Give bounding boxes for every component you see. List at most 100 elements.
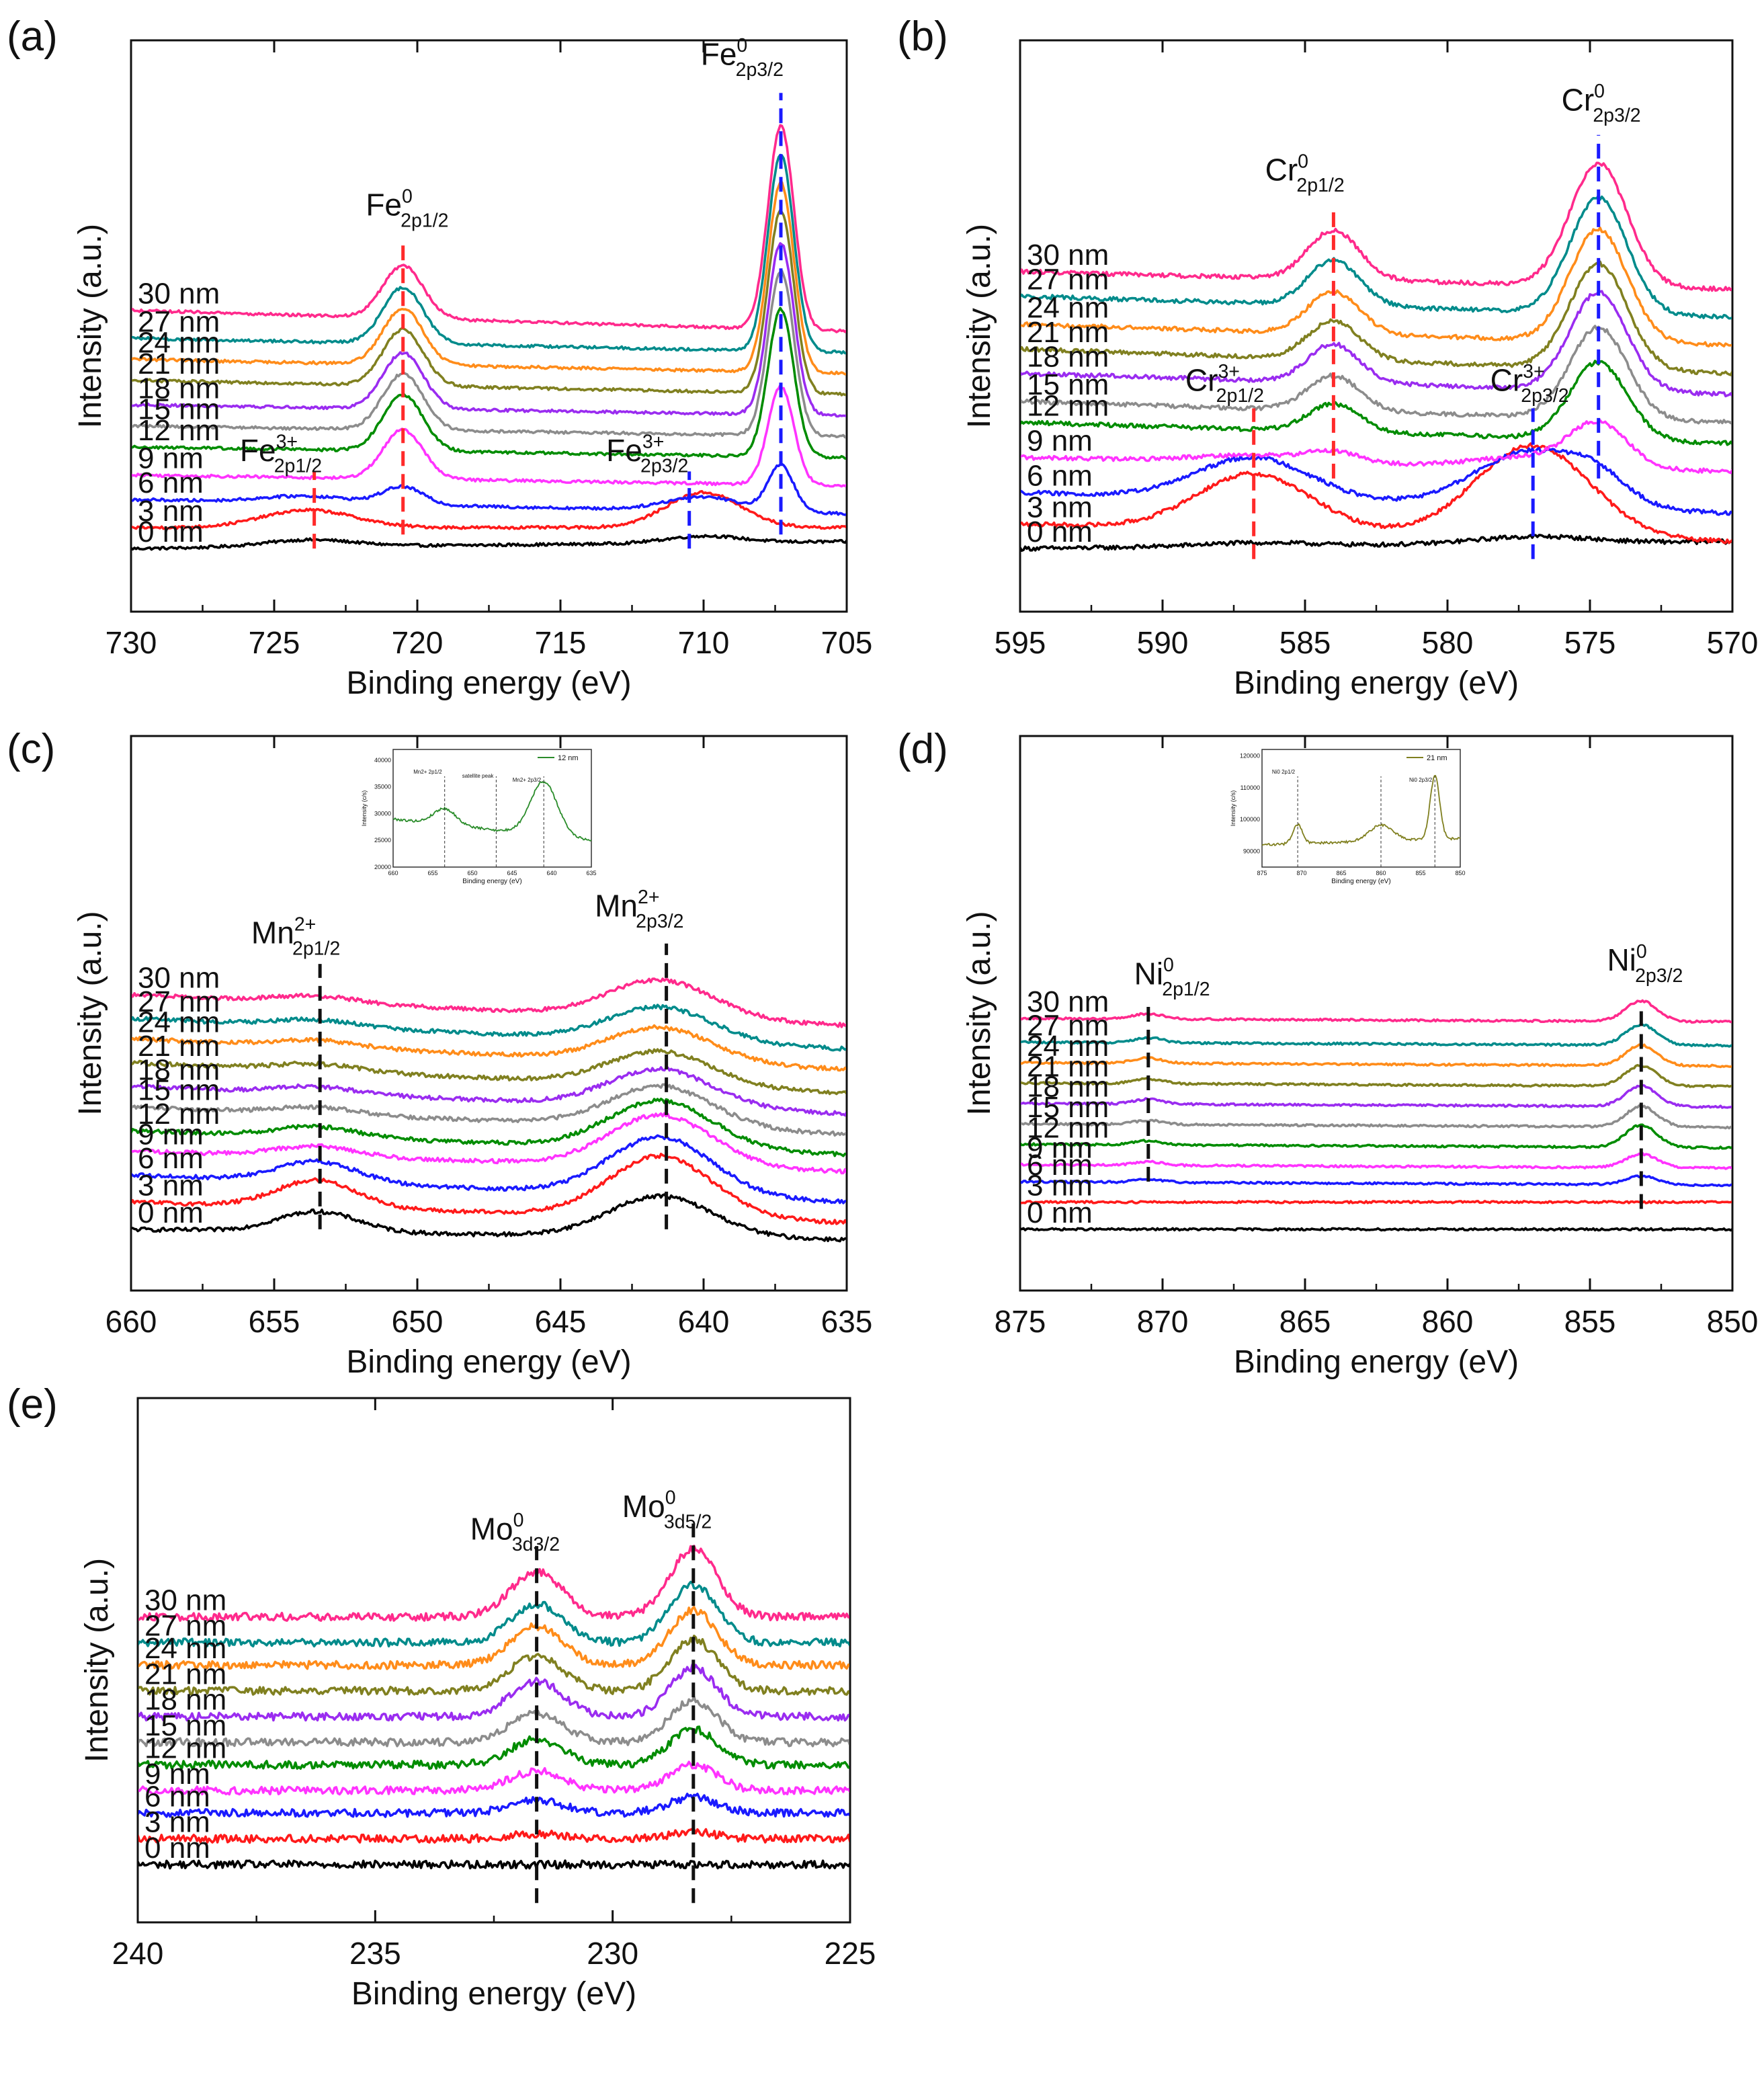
chart-panel-b: (b) 595 590 585 580 575 570 Binding energy (eV)… [897, 13, 1758, 701]
inset-y-tick-label: 25000 [374, 837, 391, 844]
series-label: 24 nm [1027, 291, 1109, 324]
x-tick-label: 595 [995, 625, 1046, 660]
series-line [132, 181, 846, 376]
series-line [1021, 227, 1732, 348]
inset-x-tick-label: 640 [546, 870, 556, 876]
series-line [138, 1545, 849, 1622]
inset-x-tick-label: 860 [1376, 870, 1386, 876]
x-tick-label: 730 [106, 625, 157, 660]
series-line [1021, 1063, 1732, 1089]
chart-panel-e: (e) 240 235 230 225 Binding energy (eV) Intens… [7, 1381, 876, 2012]
x-tick-label: 860 [1422, 1304, 1474, 1339]
inset-y-tick-label: 20000 [374, 864, 391, 870]
x-tick-label: 850 [1707, 1304, 1759, 1339]
series-label: 9 nm [138, 442, 204, 475]
x-tick-label: 660 [106, 1304, 157, 1339]
series-line [132, 1153, 846, 1225]
peak-annotation: Fe0 2p3/2 [701, 35, 784, 81]
series-label: 15 nm [1027, 368, 1109, 401]
x-tick-label: 650 [392, 1304, 444, 1339]
series-label: 15 nm [1027, 1091, 1109, 1124]
series-label: 6 nm [1027, 1149, 1093, 1182]
inset-y-tick-label: 30000 [374, 810, 391, 817]
peak-annotation: Mn2+ 2p3/2 [595, 887, 683, 932]
series-line [138, 1695, 849, 1748]
peak-annotation: Mo0 3d5/2 [622, 1487, 712, 1533]
series-line [138, 1606, 849, 1670]
series-line [132, 534, 846, 551]
inset-x-axis-label: Binding energy (eV) [1331, 878, 1390, 885]
x-tick-label: 710 [678, 625, 730, 660]
x-tick-label: 855 [1564, 1304, 1616, 1339]
series-line [132, 489, 846, 530]
series-line [138, 1725, 849, 1770]
inset-peak-label: Mn2+ 2p3/2 [513, 777, 542, 783]
series-line [132, 977, 846, 1028]
peak-annotation: Fe3+ 2p1/2 [240, 431, 322, 477]
panel-label: (d) [897, 726, 948, 772]
y-axis-label: Intensity (a.u.) [962, 224, 997, 428]
series-line [132, 208, 846, 397]
series-label: 12 nm [1027, 1111, 1109, 1144]
series-line [138, 1859, 849, 1870]
series-line [1021, 1043, 1732, 1069]
x-tick-label: 865 [1279, 1304, 1331, 1339]
x-tick-label: 655 [249, 1304, 300, 1339]
y-axis-label: Intensity (a.u.) [962, 911, 997, 1115]
series-label: 21 nm [138, 1030, 220, 1063]
x-tick-label: 715 [535, 625, 587, 660]
series-line [1021, 290, 1732, 398]
inset-legend-label: 12 nm [558, 754, 579, 762]
series-label: 9 nm [144, 1758, 210, 1791]
series-label: 3 nm [144, 1806, 210, 1839]
series-line [1021, 1200, 1732, 1204]
inset-legend-label: 21 nm [1427, 754, 1447, 762]
series-line [138, 1793, 849, 1818]
series-line [132, 270, 846, 439]
series-label: 18 nm [138, 372, 220, 405]
inset-peak-label: satellite peak [462, 773, 495, 779]
series-label: 30 nm [1027, 985, 1109, 1018]
x-tick-label: 645 [535, 1304, 587, 1339]
series-line [132, 242, 846, 418]
peak-annotation: Ni0 2p3/2 [1607, 941, 1683, 987]
series-line [138, 1580, 849, 1647]
panel-label: (c) [7, 726, 55, 772]
series-label: 15 nm [138, 393, 220, 426]
series-line [132, 1193, 846, 1243]
series-line [1021, 260, 1732, 376]
inset-x-tick-label: 855 [1415, 870, 1425, 876]
series-label: 9 nm [138, 1118, 204, 1151]
series-label: 18 nm [1027, 1071, 1109, 1104]
series-line [1021, 360, 1732, 446]
series-label: 0 nm [1027, 1196, 1093, 1229]
x-tick-label: 640 [678, 1304, 730, 1339]
series-label: 30 nm [138, 278, 220, 311]
inset-y-axis-label: Intensity (c/s) [361, 790, 368, 827]
x-tick-label: 635 [821, 1304, 873, 1339]
series-line [132, 1098, 846, 1157]
inset-x-axis-label: Binding energy (eV) [462, 878, 521, 885]
panel-label: (b) [897, 13, 948, 60]
series-label: 9 nm [1027, 425, 1093, 458]
panel-label: (a) [7, 13, 58, 60]
peak-annotation: Fe0 2p1/2 [366, 186, 448, 231]
series-label: 0 nm [138, 1196, 204, 1229]
series-line [138, 1760, 849, 1796]
series-line [132, 307, 846, 460]
series-label: 27 nm [1027, 263, 1109, 296]
series-label: 18 nm [144, 1684, 226, 1717]
series-line [132, 1048, 846, 1096]
chart-panel-a: (a) 730 725 720 715 710 705 Binding energy (eV)… [7, 13, 872, 701]
series-label: 3 nm [138, 495, 204, 528]
inset-y-tick-label: 110000 [1241, 784, 1260, 791]
series-line [132, 1004, 846, 1052]
inset-y-tick-label: 100000 [1240, 816, 1260, 823]
peak-annotation: Cr0 2p1/2 [1265, 151, 1345, 196]
x-axis-label: Binding energy (eV) [346, 665, 631, 701]
plot-frame [136, 1397, 851, 1924]
inset-x-tick-label: 645 [507, 870, 517, 876]
inset-y-tick-label: 40000 [374, 757, 391, 764]
series-label: 21 nm [1027, 1050, 1109, 1083]
series-line [132, 384, 846, 488]
